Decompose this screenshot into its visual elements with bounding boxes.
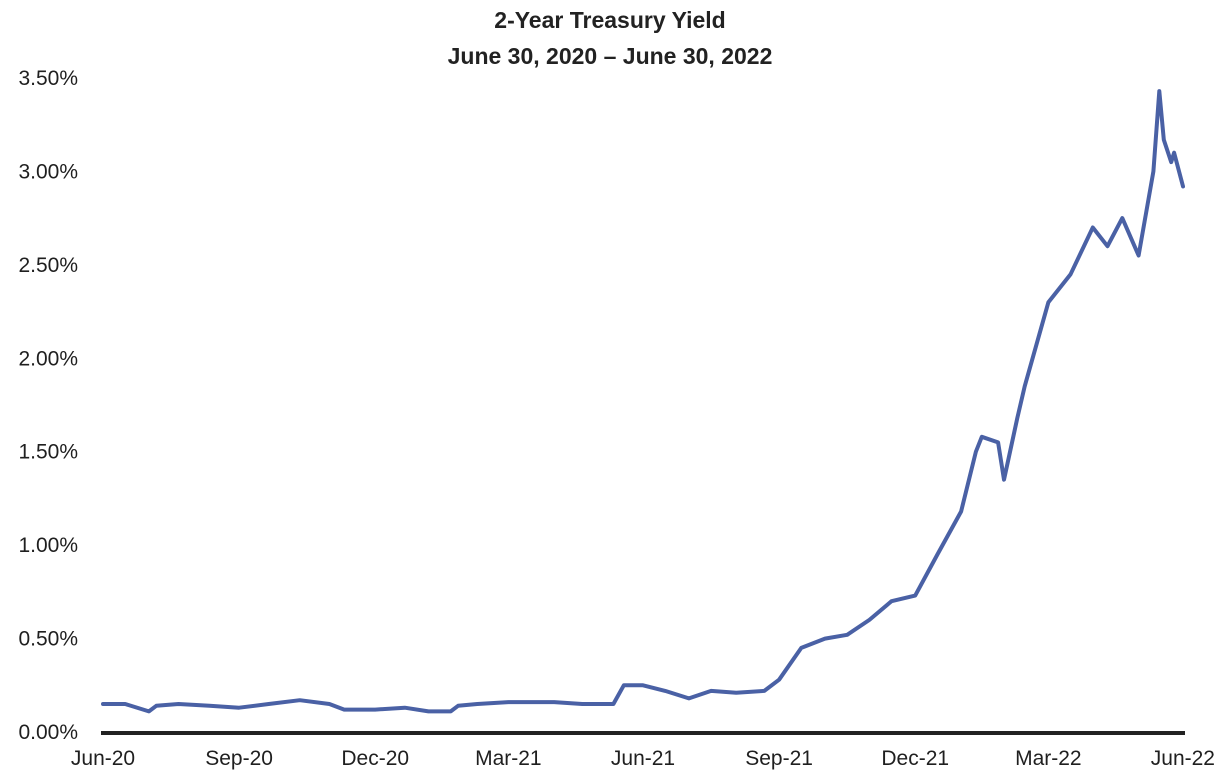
chart-subtitle: June 30, 2020 – June 30, 2022 [448,43,773,69]
x-tick-label: Mar-22 [1015,747,1082,770]
y-tick-label: 0.00% [18,721,78,744]
x-tick-label: Jun-21 [611,747,675,770]
y-tick-label: 0.50% [18,628,78,651]
series-line [101,89,1185,714]
y-axis-tick-labels: 0.00% 0.50% 1.00% 1.50% 2.00% 2.50% 3.00% 3.50% [18,67,78,744]
x-tick-label: Dec-21 [881,747,949,770]
y-tick-label: 2.50% [18,254,78,277]
x-tick-label: Jun-20 [71,747,135,770]
x-tick-label: Dec-20 [341,747,409,770]
y-tick-label: 3.00% [18,160,78,183]
series-layer [101,89,1185,714]
chart-title: 2-Year Treasury Yield [494,7,725,33]
y-tick-label: 1.00% [18,534,78,557]
y-tick-label: 3.50% [18,67,78,90]
x-tick-label: Sep-20 [205,747,273,770]
y-tick-label: 2.00% [18,347,78,370]
x-tick-label: Jun-22 [1151,747,1215,770]
y-tick-label: 1.50% [18,441,78,464]
x-tick-label: Sep-21 [745,747,813,770]
x-axis-tick-labels: Jun-20 Sep-20 Dec-20 Mar-21 Jun-21 Sep-21 Dec-… [71,747,1215,770]
x-tick-label: Mar-21 [475,747,542,770]
